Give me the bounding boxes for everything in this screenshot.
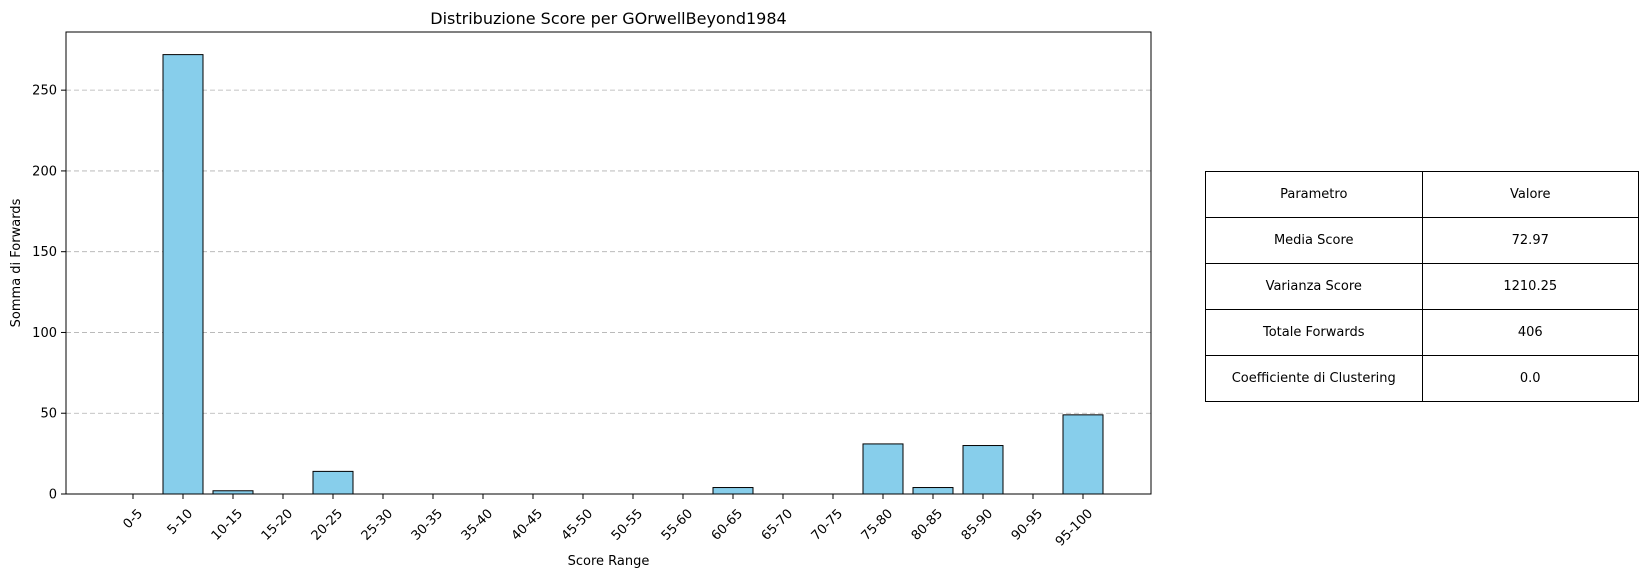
table-row: Totale Forwards 406	[1205, 309, 1639, 356]
y-tick-label: 50	[40, 407, 57, 422]
bar	[1062, 414, 1104, 495]
table-cell: Totale Forwards	[1205, 309, 1423, 356]
y-tick-label: 200	[32, 164, 57, 179]
x-tick-label: 25-30	[359, 506, 396, 543]
chart-title: Distribuzione Score per GOrwellBeyond198…	[430, 9, 786, 28]
x-tick-label: 55-60	[659, 506, 696, 543]
x-tick-label: 95-100	[1053, 506, 1096, 549]
y-tick-label: 100	[32, 326, 57, 341]
x-axis-label: Score Range	[568, 554, 650, 569]
x-tick-label: 60-65	[709, 506, 746, 543]
bar	[312, 470, 354, 495]
table-row: Varianza Score 1210.25	[1205, 263, 1639, 310]
bars	[162, 54, 1104, 495]
table-cell: 1210.25	[1421, 263, 1639, 310]
bar	[712, 487, 754, 495]
bar	[912, 487, 954, 495]
x-tick-label: 50-55	[609, 506, 646, 543]
table-cell: 72.97	[1421, 217, 1639, 264]
x-tick-label: 0-5	[120, 506, 146, 532]
table-row: Coefficiente di Clustering 0.0	[1205, 355, 1639, 402]
table-cell: Varianza Score	[1205, 263, 1423, 310]
y-axis-ticks: 0 50 100 150 200 250	[32, 84, 66, 503]
plot-frame	[65, 31, 1152, 495]
x-tick-label: 5-10	[165, 506, 196, 537]
bar	[862, 443, 904, 495]
x-tick-label: 10-15	[209, 506, 246, 543]
x-tick-label: 85-90	[959, 506, 996, 543]
x-axis-ticks: 0-5 5-10 10-15 15-20 20-25 25-30 30-35 35-40 40-…	[120, 494, 1096, 550]
x-tick-label: 75-80	[859, 506, 896, 543]
x-tick-label: 65-70	[759, 506, 796, 543]
table-cell: 0.0	[1421, 355, 1639, 402]
table-cell: Media Score	[1205, 217, 1423, 264]
x-tick-label: 35-40	[459, 506, 496, 543]
table-header-row: Parametro Valore	[1205, 171, 1639, 218]
x-tick-label: 40-45	[509, 506, 546, 543]
table-header-cell: Valore	[1421, 171, 1639, 218]
table-row: Media Score 72.97	[1205, 217, 1639, 264]
y-axis-label: Somma di Forwards	[9, 198, 24, 327]
x-tick-label: 30-35	[409, 506, 446, 543]
x-tick-label: 70-75	[809, 506, 846, 543]
table-header-cell: Parametro	[1205, 171, 1423, 218]
stats-table: Parametro Valore Media Score 72.97 Varia…	[1205, 171, 1639, 402]
y-tick-label: 250	[32, 84, 57, 99]
x-tick-label: 45-50	[559, 506, 596, 543]
y-tick-label: 0	[49, 488, 57, 503]
grid-lines	[66, 89, 1151, 495]
x-tick-label: 90-95	[1009, 506, 1046, 543]
table-cell: 406	[1421, 309, 1639, 356]
table-cell: Coefficiente di Clustering	[1205, 355, 1423, 402]
x-tick-label: 80-85	[909, 506, 946, 543]
y-tick-label: 150	[32, 245, 57, 260]
bar	[162, 54, 204, 495]
x-tick-label: 20-25	[309, 506, 346, 543]
bar	[962, 445, 1004, 495]
x-tick-label: 15-20	[259, 506, 296, 543]
